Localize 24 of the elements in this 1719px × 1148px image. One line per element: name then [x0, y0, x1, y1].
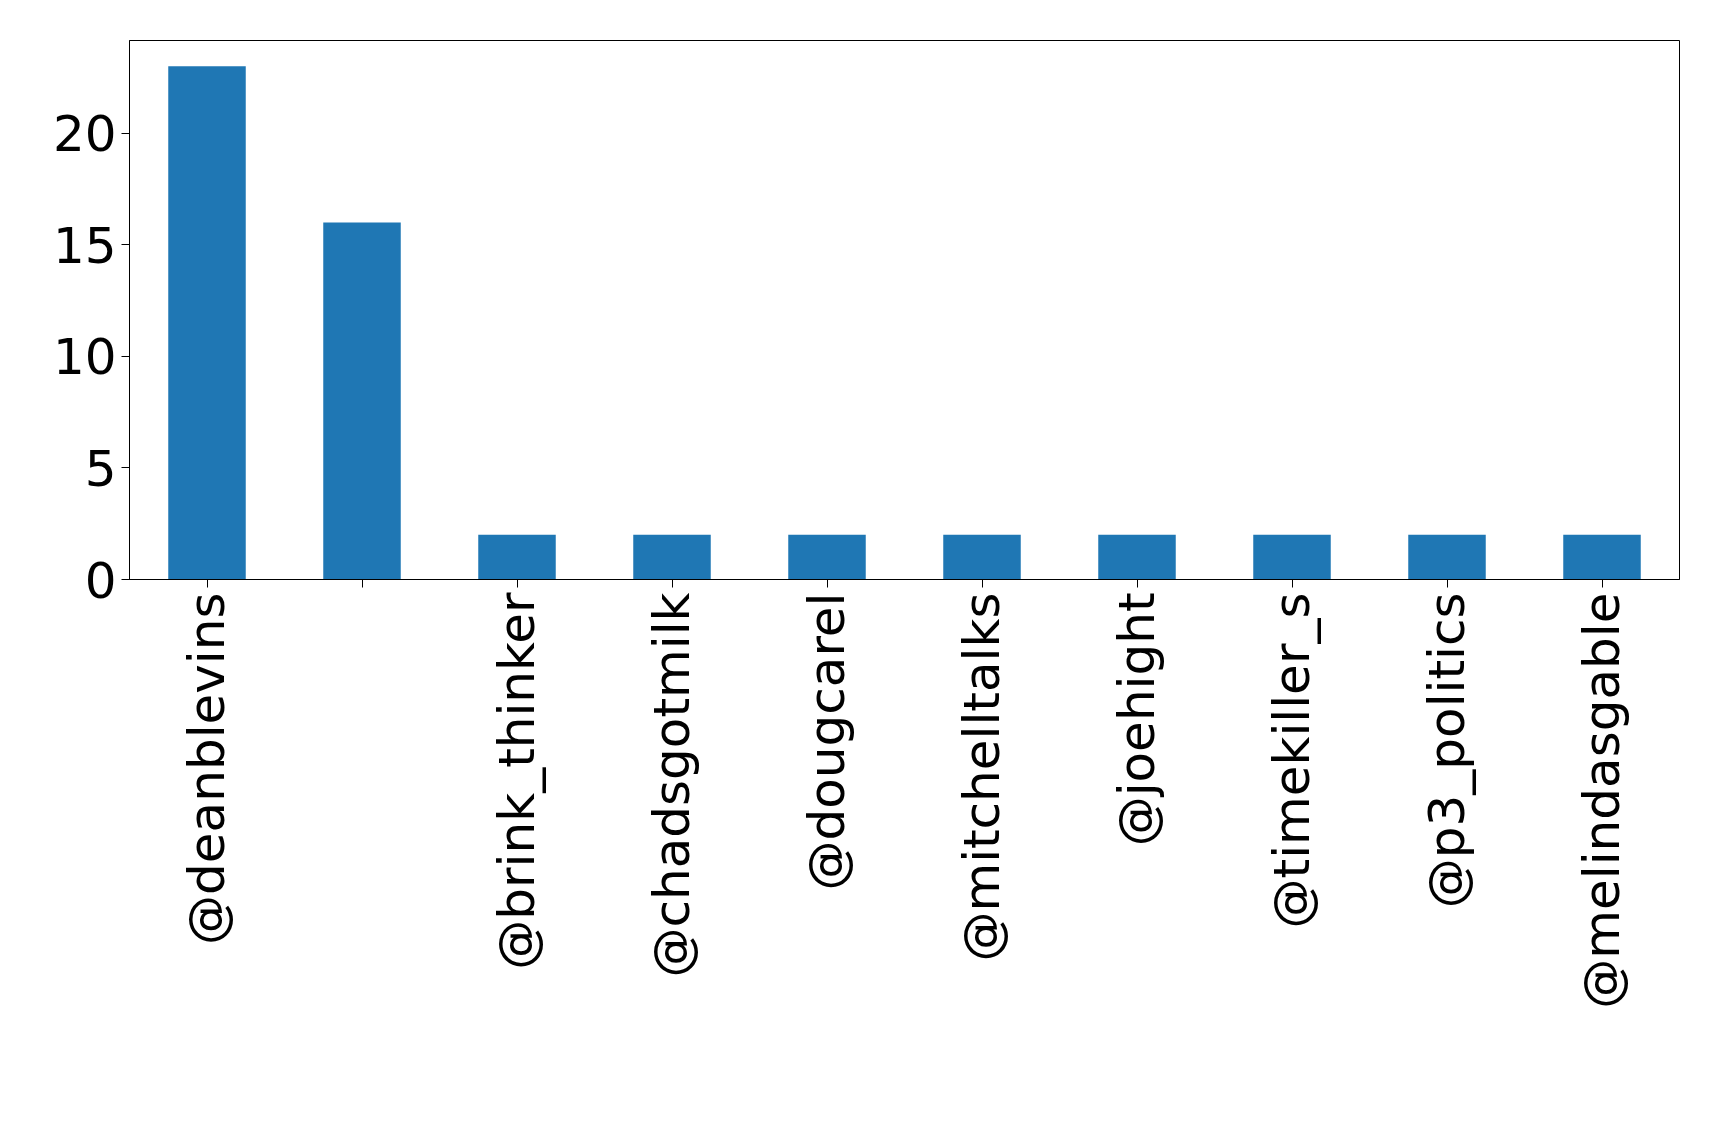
y-tick-label: 0 — [84, 551, 117, 610]
bar — [788, 534, 866, 580]
bar — [168, 66, 246, 580]
bar — [1563, 534, 1641, 580]
y-tick-label: 15 — [52, 216, 117, 275]
x-tick-label: @brink_thinker — [488, 592, 546, 970]
bar — [1408, 534, 1486, 580]
x-tick-label: @melindasgable — [1573, 592, 1631, 1009]
y-tick-label: 10 — [52, 328, 117, 387]
bar — [323, 222, 401, 580]
x-tick-label: @dougcarel — [798, 592, 856, 891]
x-tick-label: @deanblevins — [178, 592, 236, 945]
bar — [478, 534, 556, 580]
x-tick-label: @joehight — [1108, 592, 1166, 847]
x-tick-label: @p3_politics — [1418, 592, 1476, 909]
x-tick-label: @timekiller_s — [1263, 592, 1321, 929]
bar — [1253, 534, 1331, 580]
y-tick-label: 5 — [84, 439, 117, 498]
bar — [633, 534, 711, 580]
x-tick-label: @mitchelltalks — [953, 592, 1011, 962]
bar — [943, 534, 1021, 580]
x-tick-label: @chadsgotmilk — [643, 592, 701, 978]
y-tick-label: 20 — [52, 105, 117, 164]
bar — [1098, 534, 1176, 580]
